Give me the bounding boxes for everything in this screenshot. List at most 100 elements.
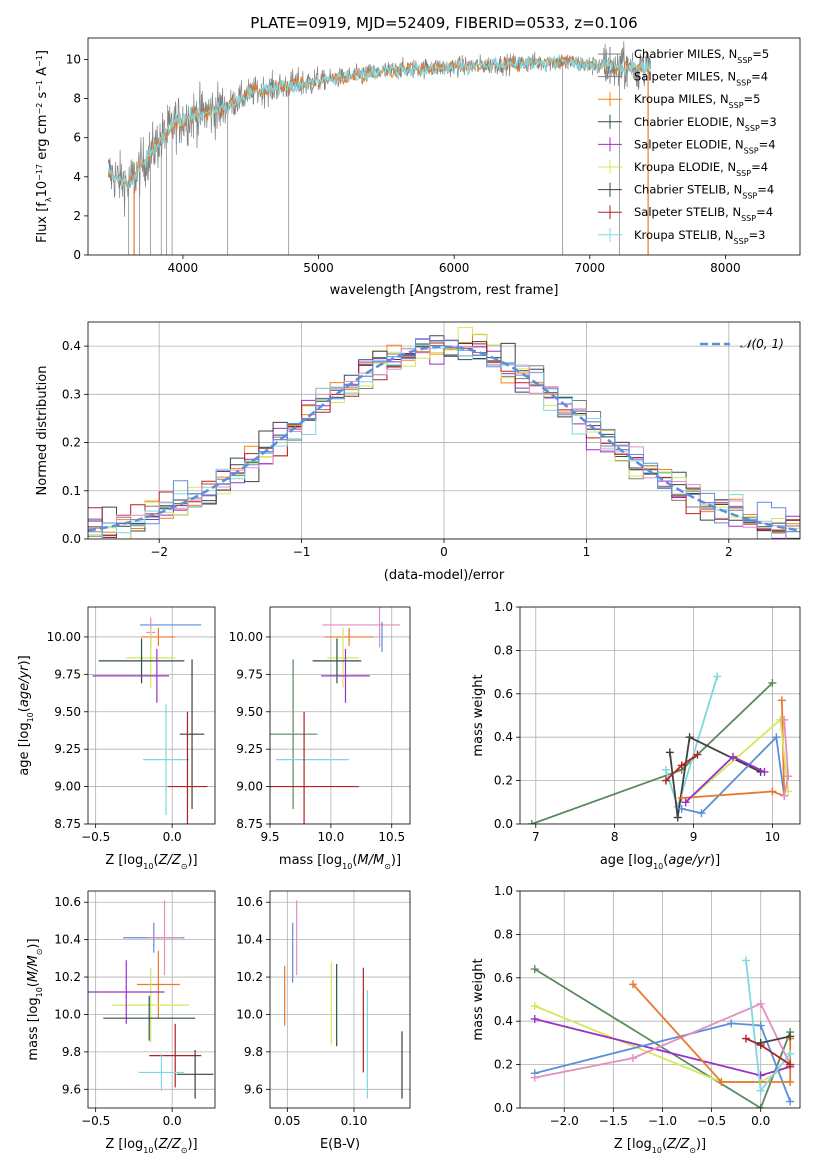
- tick-label-x: 1: [583, 545, 591, 559]
- tick-label-x: 9.5: [260, 830, 279, 844]
- panel-age-mass: 9.5 10.0 10.5 8.75 9.00 9.25 9.50 9.75 10.00 mass…: [229, 606, 411, 871]
- panel-weight-Z: −2.0 −1.5 −1.0 −0.5 0.0 0.0 0.2 0.4 0.6 0.8 1.0 mas…: [471, 884, 801, 1155]
- tick-label-y: 0: [73, 248, 81, 262]
- y-axis-label: age [log10(age/yr)]: [17, 655, 35, 775]
- legend-entry: Chabrier MILES, NSSP=5: [634, 47, 769, 65]
- tick-label-y: 9.6: [62, 1082, 81, 1096]
- tick-label-x: 5000: [303, 261, 334, 275]
- plot-area: [88, 322, 800, 539]
- legend-entry: Chabrier STELIB, NSSP=4: [634, 183, 774, 201]
- tick-label-x: −2.0: [550, 1114, 579, 1128]
- tick-label-y: 0.8: [494, 927, 513, 941]
- axes-frame: [269, 890, 411, 1109]
- series-line: [669, 735, 761, 818]
- tick-label-y: 0.6: [494, 687, 513, 701]
- tick-label-y: 9.8: [62, 1045, 81, 1059]
- legend: Chabrier MILES, NSSP=5 Salpeter MILES, NS…: [598, 47, 777, 245]
- tick-label-y: 0.2: [62, 436, 81, 450]
- tick-label-x: −1.5: [599, 1114, 628, 1128]
- axes-frame: [519, 606, 801, 825]
- tick-label-x: −0.5: [81, 1114, 110, 1128]
- x-axis-label: age [log10(age/yr)]: [600, 853, 720, 871]
- tick-label-y: 9.8: [244, 1045, 263, 1059]
- panel-residuals: −2 −1 0 1 2 0.0 0.1 0.2 0.3 0.4 𝒩(0, 1) (data-model…: [35, 321, 801, 583]
- tick-label-y: 0.2: [494, 774, 513, 788]
- plot-area: [88, 891, 215, 1108]
- tick-label-y: 1.0: [494, 600, 513, 614]
- tick-label-y: 9.6: [244, 1082, 263, 1096]
- y-axis-label: mass weight: [471, 958, 486, 1040]
- tick-label-y: 9.25: [236, 742, 263, 756]
- model-line-model2: [107, 53, 651, 192]
- tick-label-y: 9.50: [236, 705, 263, 719]
- axes-frame: [519, 890, 801, 1109]
- x-axis-label: wavelength [Angstrom, rest frame]: [330, 283, 559, 298]
- tick-label-y: 10.6: [54, 895, 81, 909]
- tick-label-y: 0.4: [62, 339, 81, 353]
- tick-label-x: 10: [765, 830, 780, 844]
- legend-entry: Chabrier ELODIE, NSSP=3: [634, 115, 777, 133]
- tick-label-y: 9.75: [236, 667, 263, 681]
- tick-label-y: 10.2: [236, 970, 263, 984]
- y-axis-label: Flux [fλ10−17 erg cm−2 s−1 A−1]: [35, 50, 53, 243]
- panel-weight-age: 7 8 9 10 0.0 0.2 0.4 0.6 0.8 1.0 mass weight age [l…: [471, 600, 801, 871]
- x-axis-label: (data-model)/error: [384, 568, 505, 583]
- tick-label-x: −0.5: [697, 1114, 726, 1128]
- tick-label-y: 0.1: [62, 484, 81, 498]
- y-axis-label: mass [log10(M/M⊙)]: [26, 938, 44, 1060]
- tick-label-y: 9.00: [54, 780, 81, 794]
- x-axis-label: Z [log10(Z/Z⊙)]: [105, 853, 197, 871]
- panel-spectrum: 4000 5000 6000 7000 8000 0 2 4 6 8 10 Chabrier MILE…: [35, 37, 801, 298]
- tick-label-y: 0.0: [494, 817, 513, 831]
- tick-label-y: 8: [73, 92, 81, 106]
- tick-label-x: 0.0: [751, 1114, 770, 1128]
- plot-area: [270, 891, 410, 1108]
- series-line: [681, 700, 786, 799]
- axes-frame: [87, 37, 801, 256]
- tick-label-x: 9: [690, 830, 698, 844]
- legend-entry: Salpeter STELIB, NSSP=4: [634, 205, 773, 223]
- tick-label-y: 0.0: [62, 532, 81, 546]
- tick-label-y: 0.8: [494, 643, 513, 657]
- x-axis-label: E(B-V): [320, 1137, 360, 1152]
- tick-label-y: 10.00: [229, 630, 263, 644]
- tick-label-y: 0.6: [494, 971, 513, 985]
- tick-label-x: 10.0: [318, 830, 345, 844]
- tick-label-y: 10.4: [54, 933, 81, 947]
- tick-label-y: 9.00: [236, 780, 263, 794]
- legend-entry: 𝒩(0, 1): [740, 337, 784, 351]
- tick-label-y: 10.0: [236, 1007, 263, 1021]
- panel-mass-Z: −0.5 0.0 9.6 9.8 10.0 10.2 10.4 10.6 Z [log10(Z/…: [26, 890, 216, 1155]
- series-line: [531, 682, 774, 824]
- x-axis-label: Z [log10(Z/Z⊙)]: [105, 1137, 197, 1155]
- tick-label-y: 10: [66, 53, 81, 67]
- series-line: [760, 1035, 791, 1044]
- tick-label-y: 9.75: [54, 667, 81, 681]
- tick-label-y: 1.0: [494, 884, 513, 898]
- tick-label-y: 0.0: [494, 1101, 513, 1115]
- axes-frame: [87, 606, 216, 825]
- plot-area: [520, 607, 800, 824]
- series-line: [681, 735, 786, 815]
- tick-label-x: 0.0: [163, 830, 182, 844]
- tick-label-x: 7: [532, 830, 540, 844]
- tick-label-x: 8000: [710, 261, 741, 275]
- legend-entry: Kroupa ELODIE, NSSP=4: [634, 160, 768, 178]
- series-line: [745, 960, 791, 1093]
- tick-label-x: 0: [440, 545, 448, 559]
- tick-label-y: 0.4: [494, 1014, 513, 1028]
- y-axis-label: Normed distribution: [35, 366, 50, 496]
- panel-mass-EBV: 0.05 0.10 9.6 9.8 10.0 10.2 10.4 10.6 E(B-V): [236, 890, 411, 1152]
- tick-label-y: 8.75: [54, 817, 81, 831]
- tick-label-x: 0.10: [341, 1114, 368, 1128]
- axes-frame: [87, 321, 801, 540]
- tick-label-y: 8.75: [236, 817, 263, 831]
- series-line: [632, 983, 792, 1083]
- tick-label-y: 10.4: [236, 933, 263, 947]
- tick-label-y: 10.0: [54, 1007, 81, 1021]
- spectrum-line: [107, 41, 652, 217]
- tick-label-x: 2: [725, 545, 733, 559]
- tick-label-x: 8: [611, 830, 619, 844]
- normal-curve: [88, 345, 800, 532]
